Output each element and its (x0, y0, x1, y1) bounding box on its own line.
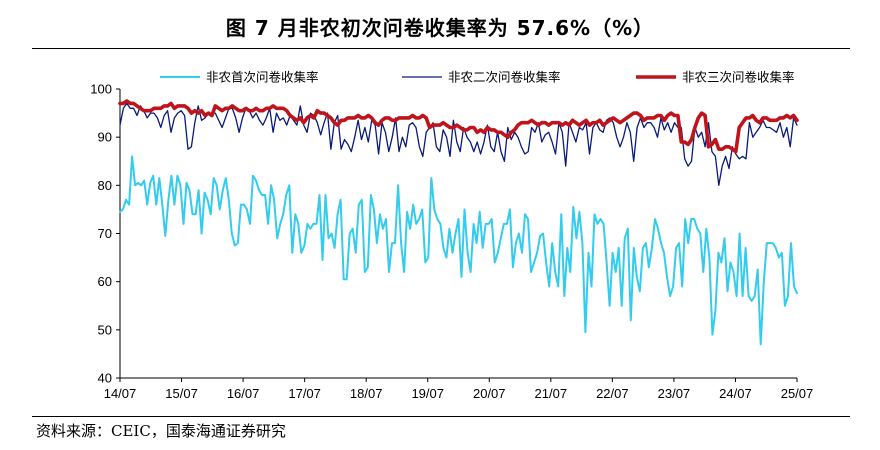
y-tick-label: 100 (90, 82, 112, 97)
legend-label-1: 非农首次问卷收集率 (206, 70, 319, 85)
y-tick-label: 80 (98, 178, 112, 193)
source-note: 资料来源：CEIC，国泰海通证券研究 (36, 422, 286, 440)
x-tick-label: 14/07 (104, 386, 137, 401)
x-tick-label: 25/07 (781, 386, 814, 401)
series-line-3 (118, 99, 799, 154)
y-tick-label: 40 (98, 371, 112, 386)
chart-axes: 40 50 60 70 80 90 100 14/07 15/07 16/07 17/07 18/07… (90, 82, 813, 402)
x-tick-label: 24/07 (719, 386, 752, 401)
x-tick-label: 19/07 (411, 386, 444, 401)
chart-title: 图 7 月非农初次问卷收集率为 57.6%（%） (225, 16, 655, 40)
x-tick-label: 18/07 (350, 386, 383, 401)
source-rule (32, 416, 850, 417)
x-tick-label: 22/07 (596, 386, 629, 401)
x-tick-label: 21/07 (535, 386, 568, 401)
x-tick-label: 17/07 (288, 386, 321, 401)
x-tick-label: 20/07 (473, 386, 506, 401)
legend-label-3: 非农三次问卷收集率 (682, 70, 795, 85)
y-tick-label: 60 (98, 274, 112, 289)
y-tick-label: 90 (98, 130, 112, 145)
chart-series-lines (118, 99, 799, 346)
x-tick-label: 23/07 (658, 386, 691, 401)
y-tick-label: 50 (98, 322, 112, 337)
series-line-1 (119, 155, 798, 346)
chart-legend: 非农首次问卷收集率 非农二次问卷收集率 非农三次问卷收集率 (160, 70, 795, 85)
x-tick-label: 16/07 (227, 386, 260, 401)
y-tick-label: 70 (98, 226, 112, 241)
x-tick-label: 15/07 (165, 386, 198, 401)
legend-label-2: 非农二次问卷收集率 (448, 70, 561, 85)
series-line-2 (119, 102, 798, 186)
title-rule (32, 48, 850, 49)
